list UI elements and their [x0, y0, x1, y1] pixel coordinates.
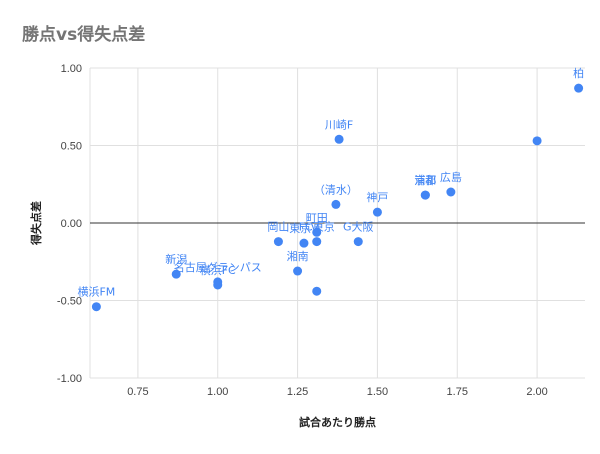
data-point-label: 京都	[414, 173, 436, 187]
data-point	[372, 207, 382, 217]
x-tick-label: 1.25	[287, 386, 308, 398]
data-point	[91, 302, 101, 312]
x-axis-title: 試合あたり勝点	[299, 415, 376, 429]
y-tick-label: -0.50	[57, 296, 82, 308]
data-point	[273, 237, 283, 247]
data-point	[532, 136, 542, 146]
y-tick-label: 0.50	[61, 141, 82, 153]
data-point-label: 柏	[573, 66, 584, 80]
data-point	[293, 266, 303, 276]
data-point-label: 湘南	[287, 249, 309, 263]
x-axis-ticks: 0.75 1.00 1.25 1.50 1.75 2.00	[127, 386, 548, 398]
data-point-label: 広島	[440, 170, 462, 184]
data-point	[574, 83, 584, 93]
y-tick-label: 1.00	[61, 63, 82, 75]
data-point	[334, 134, 344, 144]
data-point-label: 名古屋グランパス	[174, 260, 262, 274]
data-point	[312, 286, 322, 296]
data-point-label: 横浜FC	[200, 263, 236, 277]
data-points	[91, 83, 584, 312]
data-point-label: 町田	[306, 211, 328, 224]
data-point	[353, 237, 363, 247]
data-point-label: 新潟	[165, 252, 187, 266]
data-point-label: G大阪	[343, 220, 374, 234]
x-tick-label: 2.00	[526, 386, 547, 398]
data-point-label: 東京V	[289, 221, 319, 235]
data-point-label: 岡山	[267, 221, 289, 234]
data-point-label: FC東京	[299, 220, 335, 234]
data-point	[331, 199, 341, 209]
data-point-label: 浦和	[414, 174, 436, 187]
y-axis-title: 得失点差	[29, 201, 43, 246]
y-tick-label: 0.00	[61, 218, 82, 230]
x-tick-label: 0.75	[127, 386, 148, 398]
y-tick-label: -1.00	[57, 373, 82, 385]
data-point	[299, 238, 309, 248]
data-point-label: 川崎F	[325, 117, 353, 131]
data-point	[312, 227, 322, 237]
x-tick-label: 1.75	[447, 386, 468, 398]
data-point	[420, 190, 430, 200]
data-point	[446, 187, 456, 197]
data-point	[312, 237, 322, 247]
x-tick-label: 1.00	[207, 386, 228, 398]
data-point-label: （清水）	[314, 183, 358, 196]
data-point	[171, 269, 181, 279]
data-point-label: 神戸	[366, 190, 388, 204]
data-point	[213, 280, 223, 290]
chart-title: 勝点vs得失点差	[22, 25, 146, 45]
x-tick-label: 1.50	[367, 386, 388, 398]
data-point-label: 横浜FM	[77, 285, 115, 299]
y-axis-ticks: -1.00 -0.50 0.00 0.50 1.00	[57, 63, 82, 385]
